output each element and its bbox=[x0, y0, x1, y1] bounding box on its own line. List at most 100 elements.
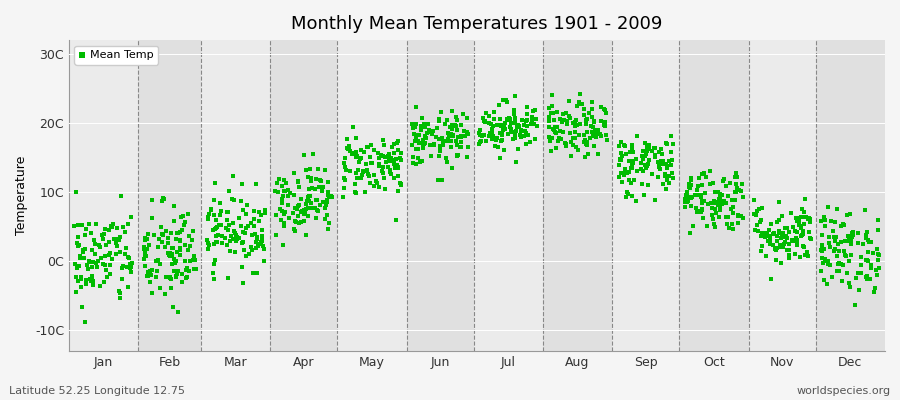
Mean Temp bbox=[349, 170, 364, 176]
Mean Temp bbox=[853, 254, 868, 261]
Mean Temp bbox=[372, 161, 386, 168]
Mean Temp bbox=[170, 268, 184, 274]
Mean Temp bbox=[340, 145, 355, 152]
Mean Temp bbox=[288, 228, 302, 234]
Mean Temp bbox=[850, 270, 865, 277]
Mean Temp bbox=[502, 123, 517, 130]
Mean Temp bbox=[782, 255, 796, 261]
Mean Temp bbox=[109, 251, 123, 258]
Mean Temp bbox=[290, 206, 304, 212]
Mean Temp bbox=[351, 167, 365, 174]
Mean Temp bbox=[70, 222, 85, 228]
Mean Temp bbox=[220, 242, 234, 248]
Mean Temp bbox=[790, 241, 805, 247]
Mean Temp bbox=[477, 118, 491, 124]
Mean Temp bbox=[122, 261, 137, 267]
Mean Temp bbox=[82, 221, 96, 227]
Mean Temp bbox=[841, 238, 855, 244]
Mean Temp bbox=[410, 155, 425, 161]
Mean Temp bbox=[764, 221, 778, 227]
Mean Temp bbox=[227, 196, 241, 203]
Mean Temp bbox=[178, 242, 193, 248]
Mean Temp bbox=[790, 215, 805, 222]
Mean Temp bbox=[489, 137, 503, 143]
Mean Temp bbox=[229, 232, 243, 238]
Mean Temp bbox=[624, 165, 638, 171]
Mean Temp bbox=[337, 185, 351, 191]
Mean Temp bbox=[820, 281, 834, 287]
Mean Temp bbox=[861, 239, 876, 245]
Mean Temp bbox=[449, 153, 464, 159]
Mean Temp bbox=[140, 231, 155, 238]
Mean Temp bbox=[625, 145, 639, 151]
Mean Temp bbox=[721, 214, 735, 220]
Mean Temp bbox=[121, 254, 135, 260]
Mean Temp bbox=[302, 205, 316, 211]
Mean Temp bbox=[552, 134, 566, 141]
Mean Temp bbox=[202, 216, 216, 222]
Mean Temp bbox=[393, 155, 408, 161]
Mean Temp bbox=[382, 154, 396, 160]
Mean Temp bbox=[715, 192, 729, 198]
Mean Temp bbox=[148, 274, 163, 281]
Mean Temp bbox=[823, 244, 837, 250]
Mean Temp bbox=[118, 250, 132, 257]
Mean Temp bbox=[750, 222, 764, 228]
Mean Temp bbox=[215, 233, 230, 240]
Mean Temp bbox=[567, 122, 581, 129]
Mean Temp bbox=[730, 185, 744, 191]
Mean Temp bbox=[778, 225, 792, 232]
Mean Temp bbox=[615, 179, 629, 186]
Mean Temp bbox=[427, 142, 441, 148]
Mean Temp bbox=[200, 237, 214, 244]
Mean Temp bbox=[774, 233, 788, 239]
Mean Temp bbox=[565, 120, 580, 126]
Mean Temp bbox=[165, 250, 179, 257]
Mean Temp bbox=[416, 140, 430, 147]
Mean Temp bbox=[204, 207, 219, 213]
Mean Temp bbox=[835, 278, 850, 284]
Mean Temp bbox=[546, 127, 561, 133]
Mean Temp bbox=[138, 252, 152, 258]
Mean Temp bbox=[665, 157, 680, 164]
Mean Temp bbox=[363, 180, 377, 186]
Mean Temp bbox=[542, 104, 556, 111]
Mean Temp bbox=[74, 284, 88, 290]
Mean Temp bbox=[76, 247, 91, 254]
Mean Temp bbox=[455, 111, 470, 117]
Mean Temp bbox=[553, 128, 567, 134]
Mean Temp bbox=[393, 150, 408, 156]
Mean Temp bbox=[460, 154, 474, 160]
Mean Temp bbox=[145, 196, 159, 203]
Mean Temp bbox=[619, 170, 634, 176]
Mean Temp bbox=[299, 205, 313, 212]
Mean Temp bbox=[598, 110, 613, 116]
Mean Temp bbox=[97, 253, 112, 259]
Mean Temp bbox=[86, 237, 101, 243]
Mean Temp bbox=[448, 123, 463, 129]
Mean Temp bbox=[520, 117, 535, 123]
Mean Temp bbox=[542, 118, 556, 124]
Title: Monthly Mean Temperatures 1901 - 2009: Monthly Mean Temperatures 1901 - 2009 bbox=[292, 15, 662, 33]
Mean Temp bbox=[578, 137, 592, 143]
Mean Temp bbox=[360, 167, 374, 174]
Mean Temp bbox=[153, 285, 167, 292]
Mean Temp bbox=[483, 130, 498, 136]
Mean Temp bbox=[156, 195, 170, 202]
Mean Temp bbox=[159, 274, 174, 280]
Mean Temp bbox=[450, 142, 464, 149]
Mean Temp bbox=[318, 166, 332, 173]
Mean Temp bbox=[297, 210, 311, 217]
Mean Temp bbox=[320, 189, 335, 195]
Mean Temp bbox=[124, 264, 139, 270]
Mean Temp bbox=[84, 278, 98, 284]
Mean Temp bbox=[590, 126, 605, 133]
Mean Temp bbox=[150, 257, 165, 263]
Mean Temp bbox=[473, 126, 488, 133]
Mean Temp bbox=[379, 158, 393, 165]
Mean Temp bbox=[838, 238, 852, 244]
Mean Temp bbox=[696, 215, 710, 221]
Mean Temp bbox=[450, 117, 464, 123]
Mean Temp bbox=[782, 247, 796, 254]
Mean Temp bbox=[517, 133, 531, 139]
